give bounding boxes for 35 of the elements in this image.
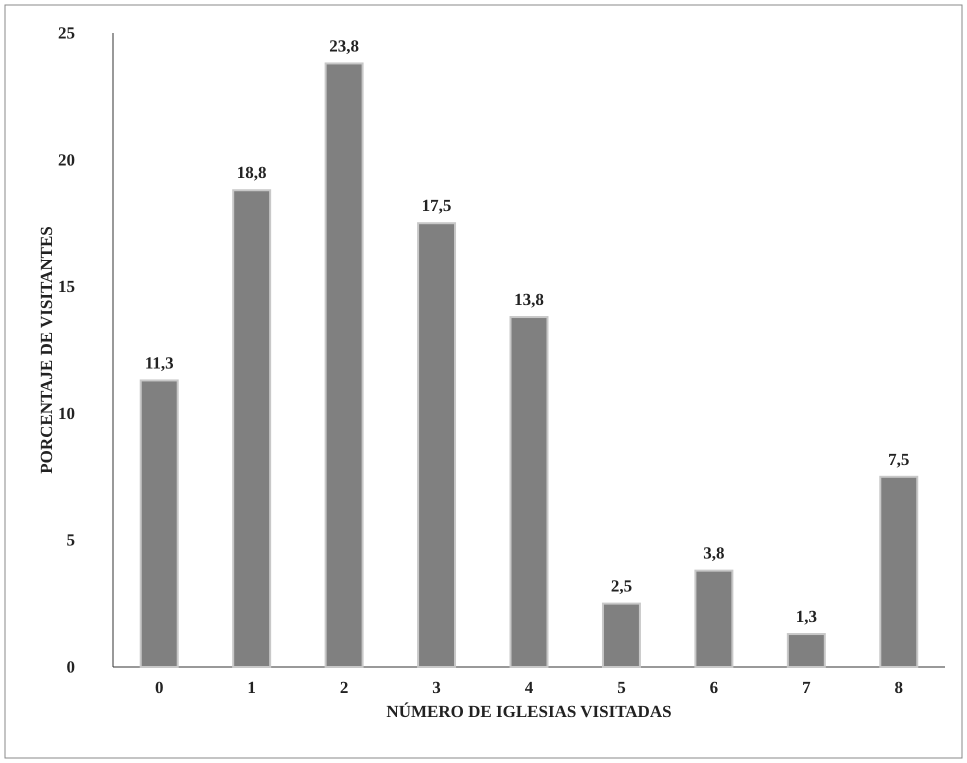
bar: [417, 222, 456, 668]
x-tick-label: 3: [432, 678, 441, 698]
x-tick-label: 5: [617, 678, 626, 698]
bar: [786, 633, 826, 668]
data-label: 17,5: [422, 196, 452, 216]
y-tick-label: 10: [58, 404, 75, 423]
y-tick-label: 5: [66, 530, 75, 550]
x-axis-title: NÚMERO DE IGLESIAS VISITADAS: [386, 702, 672, 721]
bar: [232, 189, 272, 668]
data-label: 18,8: [236, 163, 267, 182]
bar: [140, 379, 179, 668]
data-label: 13,8: [514, 290, 544, 310]
bar: [324, 62, 364, 668]
x-tick-label: 4: [524, 678, 534, 698]
y-axis-title: PORCENTAJE DE VISITANTES: [37, 226, 56, 474]
bar: [602, 602, 641, 668]
x-tick-label: 1: [247, 678, 256, 698]
y-tick-label: 0: [66, 657, 75, 676]
data-label: 23,8: [329, 36, 359, 56]
data-label: 11,3: [144, 353, 174, 372]
y-tick-label: 20: [58, 150, 75, 170]
x-tick-label: 0: [154, 678, 164, 698]
bar: [879, 476, 918, 668]
x-tick-label: 2: [340, 678, 348, 698]
x-tick-label: 8: [894, 678, 904, 698]
x-tick-label: 7: [802, 678, 812, 698]
x-tick-label: 6: [710, 678, 718, 698]
data-label: 7,5: [888, 450, 910, 469]
bar: [694, 570, 734, 668]
data-label: 2,5: [610, 576, 632, 596]
bar: [510, 316, 548, 668]
y-tick-label: 25: [58, 23, 75, 42]
data-label: 1,3: [796, 607, 817, 626]
y-tick-label: 15: [58, 277, 75, 296]
data-label: 3,8: [703, 544, 725, 563]
